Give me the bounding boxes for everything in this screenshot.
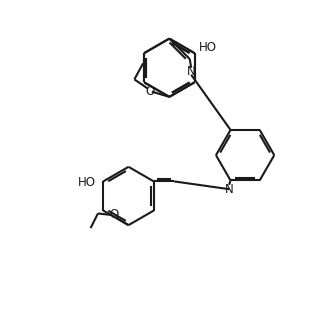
Text: HO: HO <box>199 41 217 54</box>
Text: HO: HO <box>78 176 96 189</box>
Text: O: O <box>109 208 119 222</box>
Text: O: O <box>146 85 155 98</box>
Text: N: N <box>225 183 233 196</box>
Text: N: N <box>187 65 196 78</box>
